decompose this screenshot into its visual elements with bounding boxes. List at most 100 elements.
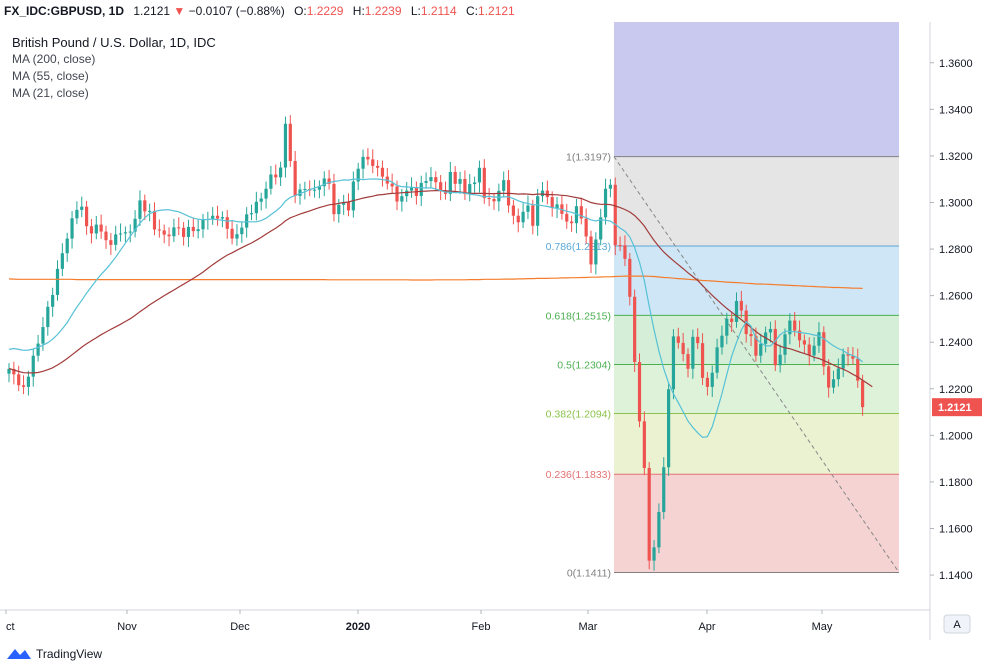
candle-body[interactable] (128, 231, 132, 233)
candle-body[interactable] (521, 211, 525, 223)
candle-body[interactable] (429, 177, 433, 182)
candle-body[interactable] (390, 183, 394, 187)
candle-body[interactable] (570, 221, 574, 224)
candle-body[interactable] (351, 181, 355, 211)
candle-body[interactable] (778, 354, 782, 366)
candle-body[interactable] (279, 167, 283, 178)
candle-body[interactable] (730, 318, 734, 322)
candle-body[interactable] (400, 196, 404, 202)
candle-body[interactable] (628, 258, 632, 297)
candle-body[interactable] (565, 213, 569, 222)
candle-body[interactable] (671, 336, 676, 390)
candle-body[interactable] (346, 202, 351, 211)
candle-body[interactable] (603, 188, 608, 218)
candle-body[interactable] (312, 189, 317, 191)
candle-body[interactable] (827, 366, 831, 388)
candle-body[interactable] (802, 340, 806, 345)
candle-body[interactable] (608, 184, 612, 189)
candle-body[interactable] (143, 200, 147, 212)
candle-body[interactable] (545, 190, 549, 198)
candle-body[interactable] (473, 182, 477, 185)
candle-body[interactable] (254, 201, 258, 214)
candle-body[interactable] (705, 377, 709, 387)
candle-body[interactable] (274, 174, 278, 178)
candle-body[interactable] (123, 232, 127, 234)
candle-body[interactable] (133, 218, 137, 232)
candle-body[interactable] (783, 334, 787, 355)
candle-body[interactable] (51, 294, 55, 307)
candle-body[interactable] (245, 214, 249, 228)
candle-body[interactable] (337, 204, 341, 215)
legend-ma55[interactable]: MA (55, close) (12, 69, 89, 83)
candle-body[interactable] (739, 300, 743, 311)
candle-body[interactable] (531, 205, 535, 226)
candle-body[interactable] (288, 123, 292, 162)
candle-body[interactable] (725, 318, 729, 336)
candle-body[interactable] (511, 205, 515, 216)
candle-body[interactable] (376, 165, 380, 168)
candle-body[interactable] (249, 213, 254, 215)
candle-body[interactable] (109, 240, 113, 245)
candle-body[interactable] (240, 227, 244, 235)
candle-body[interactable] (846, 354, 850, 356)
candle-body[interactable] (342, 202, 346, 205)
candle-body[interactable] (691, 336, 695, 369)
candle-body[interactable] (497, 190, 501, 202)
candle-body[interactable] (667, 389, 671, 468)
candle-body[interactable] (46, 306, 50, 328)
candle-body[interactable] (269, 174, 273, 189)
candle-body[interactable] (773, 328, 777, 366)
candle-body[interactable] (555, 204, 559, 209)
candle-body[interactable] (861, 380, 865, 408)
candle-body[interactable] (851, 355, 855, 359)
candle-body[interactable] (405, 190, 409, 197)
candle-body[interactable] (409, 187, 414, 191)
candle-body[interactable] (235, 234, 239, 239)
candle-body[interactable] (526, 205, 530, 212)
candle-body[interactable] (380, 167, 385, 177)
candle-body[interactable] (298, 189, 302, 196)
candle-body[interactable] (793, 320, 797, 331)
candle-body[interactable] (715, 347, 719, 373)
candle-body[interactable] (536, 196, 540, 226)
candle-body[interactable] (172, 227, 176, 237)
candlestick-chart[interactable]: 1(1.3197)0.786(1.2813)0.618(1.2515)0.5(1… (0, 22, 985, 640)
candle-body[interactable] (85, 206, 89, 227)
candle-body[interactable] (613, 184, 617, 246)
candle-body[interactable] (579, 206, 583, 219)
candle-body[interactable] (118, 233, 123, 235)
candle-body[interactable] (264, 188, 268, 199)
candle-body[interactable] (647, 467, 651, 561)
candle-body[interactable] (599, 217, 603, 240)
candle-body[interactable] (657, 511, 661, 548)
candle-body[interactable] (356, 168, 360, 182)
candle-body[interactable] (371, 159, 375, 166)
candle-body[interactable] (686, 354, 690, 369)
candle-body[interactable] (138, 200, 142, 219)
candle-body[interactable] (12, 368, 16, 375)
candle-body[interactable] (749, 334, 753, 337)
candle-body[interactable] (637, 361, 642, 422)
candle-body[interactable] (633, 296, 637, 362)
candle-body[interactable] (104, 231, 108, 241)
candle-body[interactable] (60, 253, 64, 269)
auto-scale-button[interactable] (943, 614, 971, 634)
candle-body[interactable] (594, 239, 598, 265)
candle-body[interactable] (516, 215, 520, 223)
candle-body[interactable] (618, 245, 622, 247)
candle-body[interactable] (196, 229, 200, 232)
candle-body[interactable] (419, 182, 423, 196)
candle-body[interactable] (540, 190, 545, 197)
candle-body[interactable] (7, 368, 11, 374)
candle-body[interactable] (152, 210, 157, 230)
candle-body[interactable] (230, 228, 234, 239)
candle-body[interactable] (700, 343, 705, 378)
candle-body[interactable] (322, 178, 326, 187)
candle-body[interactable] (439, 182, 443, 191)
candle-body[interactable] (31, 355, 35, 377)
candle-body[interactable] (259, 198, 263, 202)
candle-body[interactable] (710, 372, 714, 387)
candle-body[interactable] (94, 224, 98, 234)
candle-body[interactable] (75, 209, 79, 219)
candle-body[interactable] (162, 230, 166, 235)
